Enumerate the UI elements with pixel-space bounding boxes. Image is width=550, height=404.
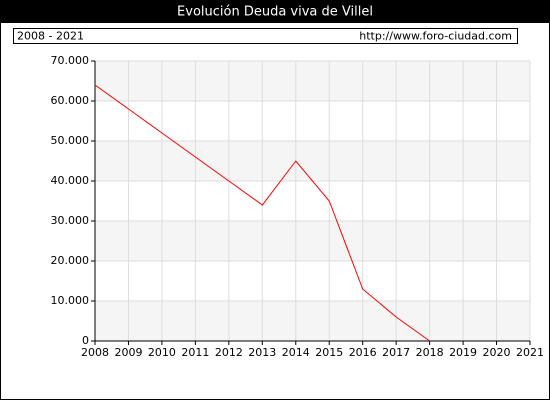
y-tick-label: 10.000 xyxy=(51,294,90,307)
y-tick-label: 60.000 xyxy=(51,94,90,107)
y-tick-label: 70.000 xyxy=(51,54,90,67)
plot-area xyxy=(95,61,530,341)
x-tick-label: 2010 xyxy=(148,346,176,359)
x-tick-label: 2020 xyxy=(483,346,511,359)
y-tick-label: 50.000 xyxy=(51,134,90,147)
subtitle: 2008 - 2021 xyxy=(17,30,84,43)
x-tick-label: 2013 xyxy=(248,346,276,359)
y-tick-label: 30.000 xyxy=(51,214,90,227)
x-tick-label: 2018 xyxy=(416,346,444,359)
x-tick-label: 2017 xyxy=(382,346,410,359)
source: http://www.foro-ciudad.com xyxy=(359,30,512,43)
y-tick-label: 0 xyxy=(82,334,89,347)
chart-title: Evolución Deuda viva de Villel xyxy=(177,5,373,20)
x-tick-label: 2016 xyxy=(349,346,377,359)
x-tick-label: 2019 xyxy=(449,346,477,359)
band xyxy=(95,141,530,181)
x-tick-label: 2021 xyxy=(516,346,544,359)
title-bar xyxy=(0,0,550,23)
band xyxy=(95,221,530,261)
y-tick-label: 40.000 xyxy=(51,174,90,187)
subtitle-box xyxy=(13,28,518,44)
y-tick-label: 20.000 xyxy=(51,254,90,267)
x-tick-label: 2015 xyxy=(315,346,343,359)
x-tick-label: 2012 xyxy=(215,346,243,359)
band xyxy=(95,61,530,101)
x-tick-label: 2014 xyxy=(282,346,310,359)
band xyxy=(95,301,530,341)
x-tick-label: 2008 xyxy=(81,346,109,359)
x-tick-label: 2011 xyxy=(181,346,209,359)
x-tick-label: 2009 xyxy=(114,346,142,359)
line xyxy=(94,84,430,342)
